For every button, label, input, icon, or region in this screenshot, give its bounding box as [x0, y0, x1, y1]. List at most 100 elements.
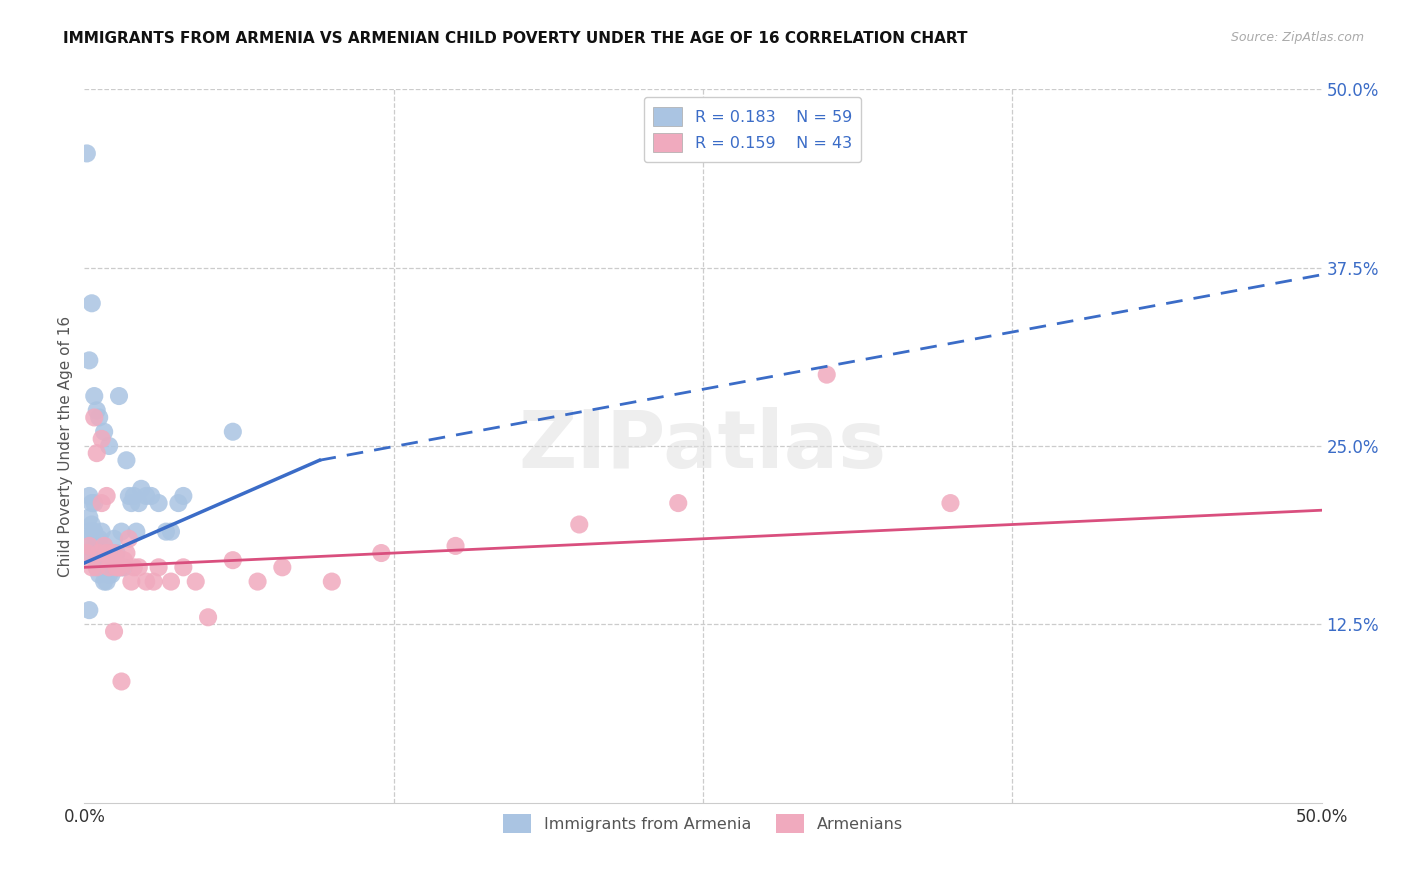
Point — [83, 539, 105, 553]
Point — [112, 560, 135, 574]
Point — [103, 624, 125, 639]
Point — [90, 546, 112, 560]
Point — [120, 574, 142, 589]
Point — [86, 532, 108, 546]
Point — [86, 446, 108, 460]
Point — [83, 496, 105, 510]
Point — [89, 567, 111, 582]
Point — [108, 560, 131, 574]
Point — [222, 553, 245, 567]
Point — [100, 546, 122, 560]
Point — [80, 560, 103, 574]
Point — [100, 567, 122, 582]
Point — [93, 574, 115, 589]
Point — [128, 496, 150, 510]
Point — [160, 524, 183, 539]
Point — [115, 453, 138, 467]
Point — [666, 496, 689, 510]
Point — [83, 410, 105, 425]
Text: Source: ZipAtlas.com: Source: ZipAtlas.com — [1230, 31, 1364, 45]
Point — [89, 546, 111, 560]
Point — [568, 517, 591, 532]
Point — [135, 489, 157, 503]
Point — [110, 560, 132, 574]
Point — [98, 567, 121, 582]
Point — [80, 546, 103, 560]
Point — [128, 560, 150, 574]
Text: IMMIGRANTS FROM ARMENIA VS ARMENIAN CHILD POVERTY UNDER THE AGE OF 16 CORRELATIO: IMMIGRANTS FROM ARMENIA VS ARMENIAN CHIL… — [63, 31, 967, 46]
Point — [98, 439, 121, 453]
Point — [110, 524, 132, 539]
Point — [142, 574, 165, 589]
Point — [86, 403, 108, 417]
Y-axis label: Child Poverty Under the Age of 16: Child Poverty Under the Age of 16 — [58, 316, 73, 576]
Point — [122, 489, 145, 503]
Point — [79, 353, 101, 368]
Point — [120, 496, 142, 510]
Point — [112, 553, 135, 567]
Point — [86, 546, 108, 560]
Point — [148, 496, 170, 510]
Point — [96, 546, 118, 560]
Point — [76, 546, 98, 560]
Point — [108, 389, 131, 403]
Legend: Immigrants from Armenia, Armenians: Immigrants from Armenia, Armenians — [495, 805, 911, 841]
Point — [118, 532, 141, 546]
Point — [80, 517, 103, 532]
Point — [96, 489, 118, 503]
Point — [103, 532, 125, 546]
Point — [90, 496, 112, 510]
Point — [76, 546, 98, 560]
Point — [93, 425, 115, 439]
Point — [96, 553, 118, 567]
Point — [79, 603, 101, 617]
Point — [105, 546, 128, 560]
Point — [93, 539, 115, 553]
Point — [115, 546, 138, 560]
Point — [155, 524, 177, 539]
Point — [79, 524, 101, 539]
Point — [86, 560, 108, 574]
Point — [197, 610, 219, 624]
Point — [89, 410, 111, 425]
Point — [110, 560, 132, 574]
Point — [76, 146, 98, 161]
Point — [141, 489, 163, 503]
Point — [444, 539, 467, 553]
Point — [222, 425, 245, 439]
Point — [103, 546, 125, 560]
Point — [110, 674, 132, 689]
Point — [321, 574, 343, 589]
Point — [184, 574, 207, 589]
Point — [815, 368, 838, 382]
Text: ZIPatlas: ZIPatlas — [519, 407, 887, 485]
Point — [89, 553, 111, 567]
Point — [93, 560, 115, 574]
Point — [98, 560, 121, 574]
Point — [76, 532, 98, 546]
Point — [105, 560, 128, 574]
Point — [370, 546, 392, 560]
Point — [100, 553, 122, 567]
Point — [79, 539, 101, 553]
Point — [246, 574, 269, 589]
Point — [125, 524, 148, 539]
Point — [118, 489, 141, 503]
Point — [90, 560, 112, 574]
Point — [172, 489, 194, 503]
Point — [160, 574, 183, 589]
Point — [271, 560, 294, 574]
Point — [80, 296, 103, 310]
Point — [83, 389, 105, 403]
Point — [148, 560, 170, 574]
Point — [79, 489, 101, 503]
Point — [80, 496, 103, 510]
Point — [96, 574, 118, 589]
Point — [79, 510, 101, 524]
Point — [135, 574, 157, 589]
Point — [939, 496, 962, 510]
Point — [90, 432, 112, 446]
Point — [86, 560, 108, 574]
Point — [129, 482, 152, 496]
Point — [167, 496, 190, 510]
